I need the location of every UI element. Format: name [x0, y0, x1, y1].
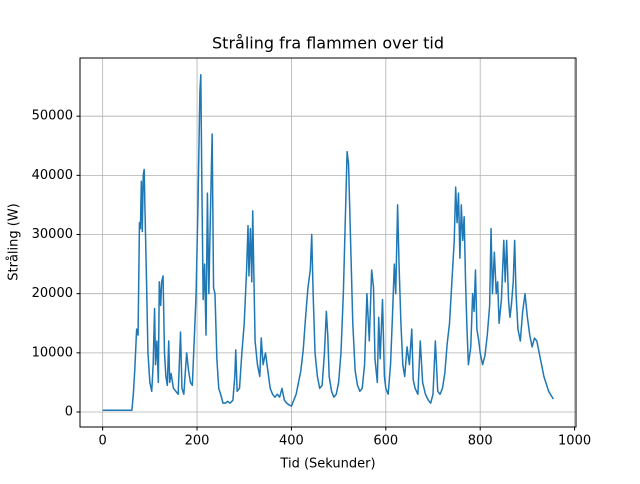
x-tick-label: 600 — [373, 434, 398, 449]
chart-title: Stråling fra flammen over tid — [212, 34, 444, 53]
plot-area — [102, 74, 554, 411]
data-line — [102, 74, 554, 411]
x-tick-label: 0 — [99, 434, 107, 449]
x-tick-label: 200 — [185, 434, 210, 449]
y-tick-label: 0 — [65, 405, 73, 420]
y-tick-label: 40000 — [32, 168, 73, 183]
x-tick-label: 800 — [468, 434, 493, 449]
x-tick-label: 400 — [279, 434, 304, 449]
x-axis-label: Tid (Sekunder) — [279, 457, 375, 472]
y-axis-label: Stråling (W) — [7, 203, 22, 281]
y-tick-label: 10000 — [32, 345, 73, 360]
y-tick-label: 20000 — [32, 286, 73, 301]
axes-frame — [79, 57, 577, 428]
y-tick-label: 50000 — [32, 109, 73, 124]
x-tick-label: 1000 — [558, 434, 591, 449]
y-tick-label: 30000 — [32, 227, 73, 242]
grid — [80, 58, 576, 427]
